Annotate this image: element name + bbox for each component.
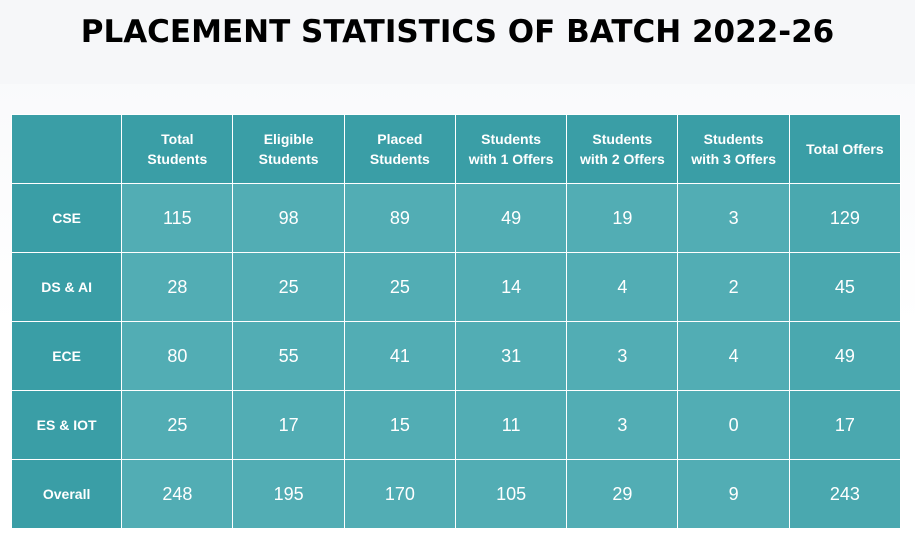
header-cell: Students with 3 Offers	[677, 114, 790, 184]
table-cell: 31	[454, 321, 568, 391]
table-cell: 248	[121, 459, 234, 529]
table-cell: 195	[232, 459, 345, 529]
table-cell: 4	[677, 321, 790, 391]
table-cell: 80	[121, 321, 234, 391]
table-row: Overall 248 195 170 105 29 9 243	[10, 459, 902, 529]
header-label: Placed Students	[369, 131, 430, 167]
header-cell: Total Students	[121, 114, 234, 184]
header-row: Total Students Eligible Students Placed Stu…	[10, 114, 902, 184]
header-label: Students with 1 Offers	[468, 131, 554, 167]
table-cell: 3	[677, 183, 790, 253]
table-row: ECE 80 55 41 31 3 4 49	[10, 321, 902, 391]
table-cell: 55	[232, 321, 345, 391]
stats-table-container: Total Students Eligible Students Placed Stu…	[10, 114, 902, 529]
table-cell: 105	[454, 459, 568, 529]
header-label: Total Students	[147, 131, 208, 167]
row-label: Overall	[10, 459, 123, 529]
table-cell: 28	[121, 252, 234, 322]
table-cell: 115	[121, 183, 234, 253]
table-cell: 98	[232, 183, 345, 253]
title-band	[0, 0, 915, 84]
table-cell: 3	[566, 390, 679, 460]
table-cell: 89	[343, 183, 456, 253]
table-cell: 29	[566, 459, 679, 529]
row-label: DS & AI	[10, 252, 123, 322]
header-label: Students with 2 Offers	[579, 131, 665, 167]
header-cell: Placed Students	[343, 114, 456, 184]
page-title: PLACEMENT STATISTICS OF BATCH 2022-26	[80, 14, 835, 50]
table-cell: 49	[788, 321, 902, 391]
header-cell: Total Offers	[788, 114, 902, 184]
header-cell: Students with 1 Offers	[454, 114, 568, 184]
header-label: Eligible Students	[258, 131, 319, 167]
placement-stats-table: Total Students Eligible Students Placed Stu…	[10, 114, 902, 529]
table-cell: 45	[788, 252, 902, 322]
table-cell: 3	[566, 321, 679, 391]
table-cell: 2	[677, 252, 790, 322]
table-cell: 49	[454, 183, 568, 253]
table-row: ES & IOT 25 17 15 11 3 0 17	[10, 390, 902, 460]
table-cell: 14	[454, 252, 568, 322]
table-cell: 15	[343, 390, 456, 460]
table-cell: 19	[566, 183, 679, 253]
header-cell: Students with 2 Offers	[566, 114, 679, 184]
table-row: CSE 115 98 89 49 19 3 129	[10, 183, 902, 253]
table-cell: 25	[343, 252, 456, 322]
table-cell: 41	[343, 321, 456, 391]
table-cell: 170	[343, 459, 456, 529]
table-cell: 25	[232, 252, 345, 322]
table-cell: 17	[232, 390, 345, 460]
header-cell: Eligible Students	[232, 114, 345, 184]
table-cell: 129	[788, 183, 902, 253]
row-label: ECE	[10, 321, 123, 391]
row-label: CSE	[10, 183, 123, 253]
table-cell: 243	[788, 459, 902, 529]
table-cell: 25	[121, 390, 234, 460]
table-cell: 17	[788, 390, 902, 460]
header-cell-corner	[10, 114, 123, 184]
table-cell: 4	[566, 252, 679, 322]
table-cell: 0	[677, 390, 790, 460]
table-cell: 9	[677, 459, 790, 529]
table-row: DS & AI 28 25 25 14 4 2 45	[10, 252, 902, 322]
header-label: Total Offers	[806, 141, 884, 157]
table-cell: 11	[454, 390, 568, 460]
row-label: ES & IOT	[10, 390, 123, 460]
header-label: Students with 3 Offers	[691, 131, 776, 167]
